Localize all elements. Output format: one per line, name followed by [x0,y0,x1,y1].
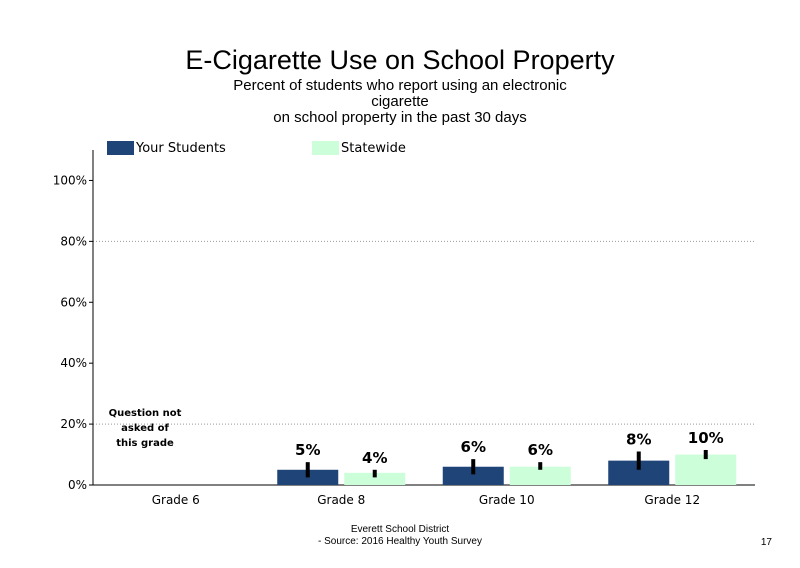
legend-swatch-your-students [107,141,134,155]
footer: Everett School District - Source: 2016 H… [0,524,800,548]
y-tick-label-20: 20% [60,417,87,431]
bar-statewide-2 [509,466,571,485]
footer-line-1: Everett School District [350,524,450,535]
y-tick-label-80: 80% [60,234,87,248]
subtitle-line-2: cigarette [371,93,429,110]
subtitle-line-1: Percent of students who report using an … [233,77,567,94]
data-label-your-students-2: 6% [461,438,486,456]
category-label-0: Grade 6 [152,493,200,507]
data-label-your-students-3: 8% [626,431,651,449]
not-asked-note: Question not asked of this grade [100,406,190,451]
data-label-your-students-1: 5% [295,441,320,459]
data-label-statewide-3: 10% [688,429,724,447]
bar-your-students-2 [442,466,504,485]
legend-item-statewide: Statewide [312,140,406,156]
legend-item-your-students: Your Students [107,140,226,156]
y-tick-label-60: 60% [60,295,87,309]
footer-line-2: - Source: 2016 Healthy Youth Survey [318,536,482,547]
page-number: 17 [760,537,772,548]
chart-subtitle: Percent of students who report using an … [0,78,800,126]
data-label-statewide-2: 6% [528,441,553,459]
y-tick-label-0: 0% [68,478,87,492]
legend-label-statewide: Statewide [341,140,406,156]
data-label-statewide-1: 4% [362,449,387,467]
legend-swatch-statewide [312,141,339,155]
note-line-2: asked of [121,423,169,434]
y-tick-label-100: 100% [53,173,87,187]
note-line-1: Question not [108,408,182,419]
category-label-2: Grade 10 [479,493,535,507]
chart-title: E-Cigarette Use on School Property [185,45,615,75]
y-tick-label-40: 40% [60,356,87,370]
category-label-3: Grade 12 [644,493,700,507]
category-label-1: Grade 8 [317,493,365,507]
subtitle-line-3: on school property in the past 30 days [273,109,527,126]
bar-statewide-3 [675,454,737,485]
bar-statewide-1 [344,472,406,485]
legend-label-your-students: Your Students [136,140,226,156]
note-line-3: this grade [116,438,174,449]
